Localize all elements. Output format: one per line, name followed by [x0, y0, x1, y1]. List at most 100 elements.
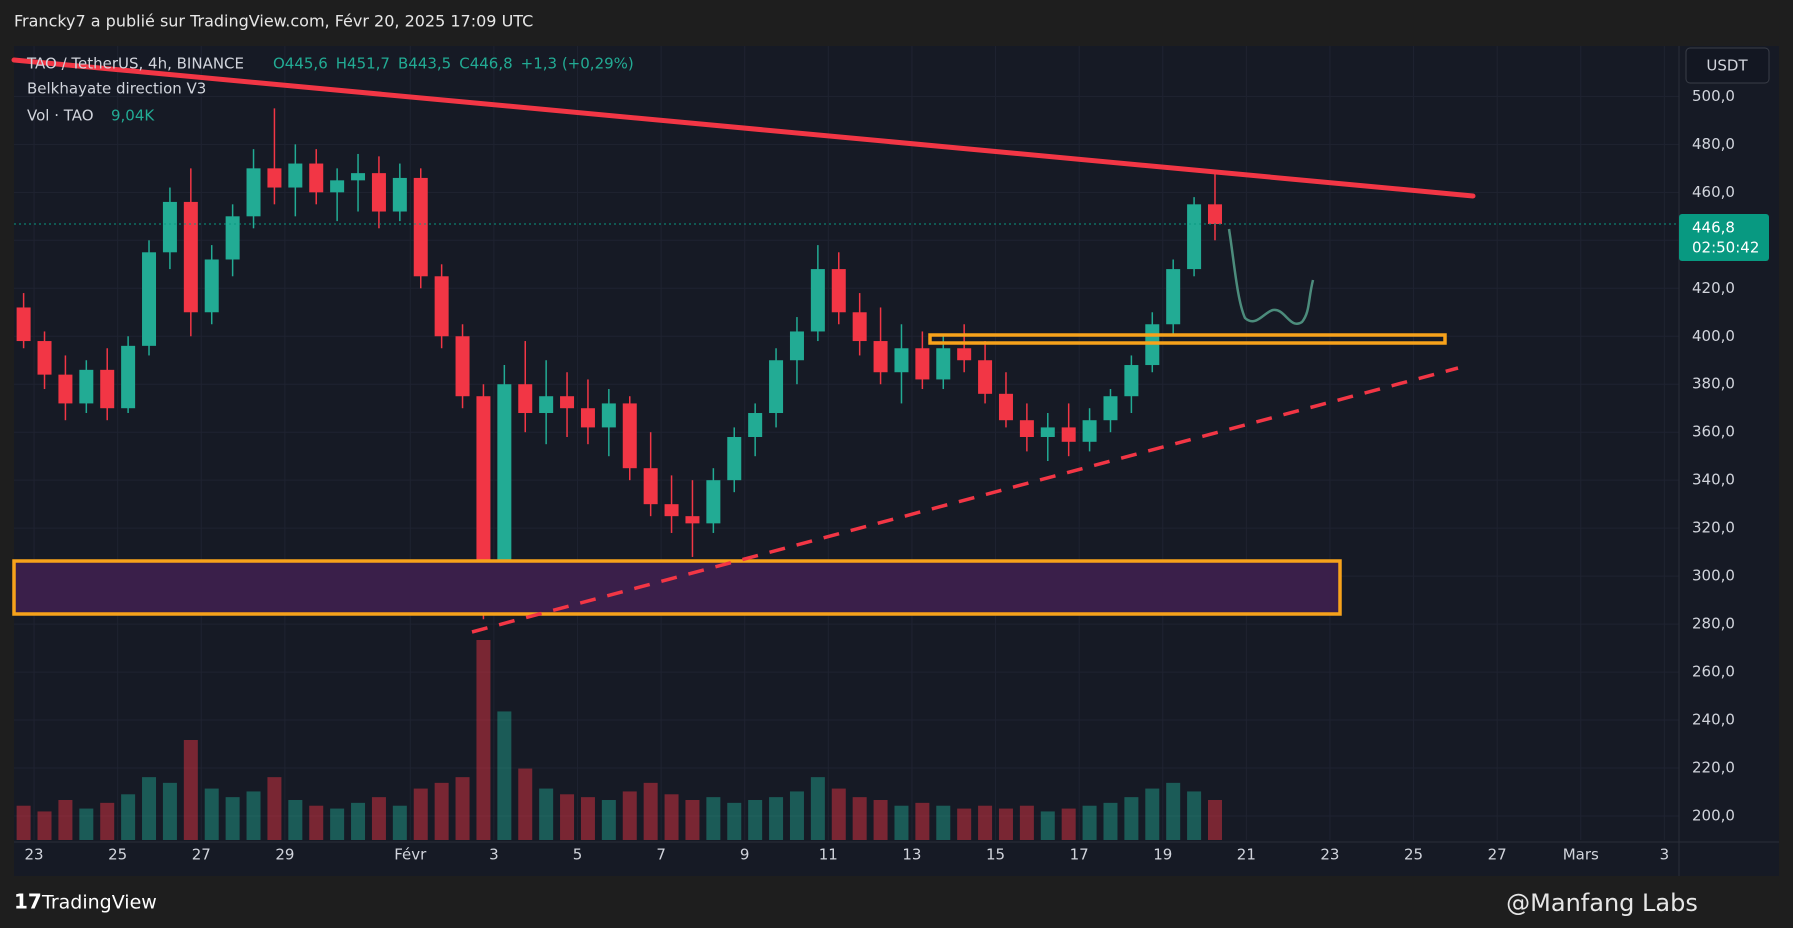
candle-body: [727, 437, 742, 481]
volume-bar: [915, 802, 930, 840]
resistance-zone: [928, 333, 1447, 345]
y-tick-label: 400,0: [1692, 327, 1735, 345]
publisher-line: Francky7 a publié sur TradingView.com, F…: [14, 12, 533, 31]
volume-bar: [1103, 802, 1118, 840]
candle-body: [121, 345, 136, 409]
y-tick-label: 340,0: [1692, 471, 1735, 489]
marks: [14, 108, 1679, 840]
y-tick-label: 220,0: [1692, 759, 1735, 777]
x-tick-label: Mars: [1563, 846, 1599, 864]
candle-body: [852, 312, 867, 342]
volume-bar: [518, 768, 533, 840]
volume-bar: [1207, 800, 1222, 840]
candle-body: [789, 331, 804, 361]
candle-body: [204, 259, 219, 313]
volume-bar: [371, 797, 386, 840]
candle-body: [246, 168, 261, 217]
volume-bar: [706, 797, 721, 840]
y-tick-label: 460,0: [1692, 183, 1735, 201]
x-tick-label: 9: [740, 846, 750, 864]
x-tick-label: Févr: [394, 846, 427, 864]
candle-body: [915, 348, 930, 380]
volume-bar: [330, 808, 345, 840]
candle-body: [288, 163, 303, 188]
candle-body: [455, 336, 470, 397]
candle-body: [351, 173, 366, 181]
volume-bar: [1019, 805, 1034, 840]
candle-body: [1082, 420, 1097, 442]
volume-bar: [204, 788, 219, 840]
currency[interactable]: USDT: [1706, 57, 1748, 75]
y-tick-label: 480,0: [1692, 135, 1735, 153]
y-tick-label: 360,0: [1692, 423, 1735, 441]
candle-body: [601, 403, 616, 428]
y-tick-label: 500,0: [1692, 87, 1735, 105]
legend-value: B443,5: [398, 55, 451, 73]
volume-bar: [100, 802, 115, 840]
x-tick-label: 5: [573, 846, 583, 864]
candle-body: [100, 369, 115, 409]
volume-bar: [1187, 791, 1202, 840]
last-price: 446,8: [1692, 219, 1735, 237]
volume-bar: [894, 805, 909, 840]
volume-value: 9,04K: [111, 107, 155, 125]
volume-bar: [37, 811, 52, 840]
candle-body: [1103, 396, 1118, 421]
x-tick-label: 13: [902, 846, 921, 864]
x-tick-label: 15: [986, 846, 1005, 864]
candle-body: [643, 468, 658, 505]
candle-body: [1061, 427, 1076, 442]
candle-body: [1187, 204, 1202, 270]
x-tick-label: 21: [1237, 846, 1256, 864]
volume-bar: [246, 791, 261, 840]
down-trendline: [11, 57, 1476, 199]
volume-bar: [1145, 788, 1160, 840]
volume-bar: [1124, 797, 1139, 840]
candle-body: [1207, 204, 1222, 224]
legend-values: O445,6 H451,7 B443,5 C446,8 +1,3 (+0,29%): [273, 55, 634, 73]
x-tick-label: 11: [819, 846, 838, 864]
volume-bar: [1166, 782, 1181, 840]
volume-bar: [142, 777, 157, 840]
volume-bar: [225, 797, 240, 840]
volume-bar: [643, 782, 658, 840]
candle-body: [998, 393, 1013, 421]
volume-bar: [664, 794, 679, 840]
x-tick-label: 3: [489, 846, 499, 864]
volume-bar: [852, 797, 867, 840]
candle-body: [413, 177, 428, 277]
volume-bar: [748, 800, 763, 840]
price-axis: [1679, 46, 1779, 876]
legend-value: C446,8: [459, 55, 512, 73]
volume-bar: [434, 782, 449, 840]
currency-box[interactable]: [1685, 47, 1770, 84]
y-tick-label: 260,0: [1692, 663, 1735, 681]
x-tick-label: 3: [1660, 846, 1670, 864]
y-tick-label: 380,0: [1692, 375, 1735, 393]
candle-body: [518, 384, 533, 414]
legend-value: H451,7: [336, 55, 390, 73]
candle-body: [539, 396, 554, 414]
candle-body: [873, 341, 888, 373]
candle-body: [748, 413, 763, 438]
volume-bar: [789, 791, 804, 840]
symbol: TAO / TetherUS, 4h, BINANCE: [26, 55, 244, 73]
y-tick-label: 320,0: [1692, 519, 1735, 537]
support-zone: [12, 559, 1342, 616]
volume-bar: [162, 782, 177, 840]
volume-bar: [79, 808, 94, 840]
x-tick-label: 29: [275, 846, 294, 864]
svg-text:17: 17: [14, 890, 42, 914]
volume-label: Vol · TAO: [27, 107, 94, 125]
volume-bar: [351, 802, 366, 840]
x-tick-label: 7: [656, 846, 666, 864]
volume-bar: [1061, 808, 1076, 840]
x-tick-label: 25: [1404, 846, 1423, 864]
volume-bar: [497, 711, 512, 840]
candle-body: [16, 307, 31, 342]
volume-bar: [957, 808, 972, 840]
volume-bar: [183, 740, 198, 840]
candle-body: [142, 252, 157, 346]
volume-bar: [685, 800, 700, 840]
x-tick-label: 19: [1153, 846, 1172, 864]
